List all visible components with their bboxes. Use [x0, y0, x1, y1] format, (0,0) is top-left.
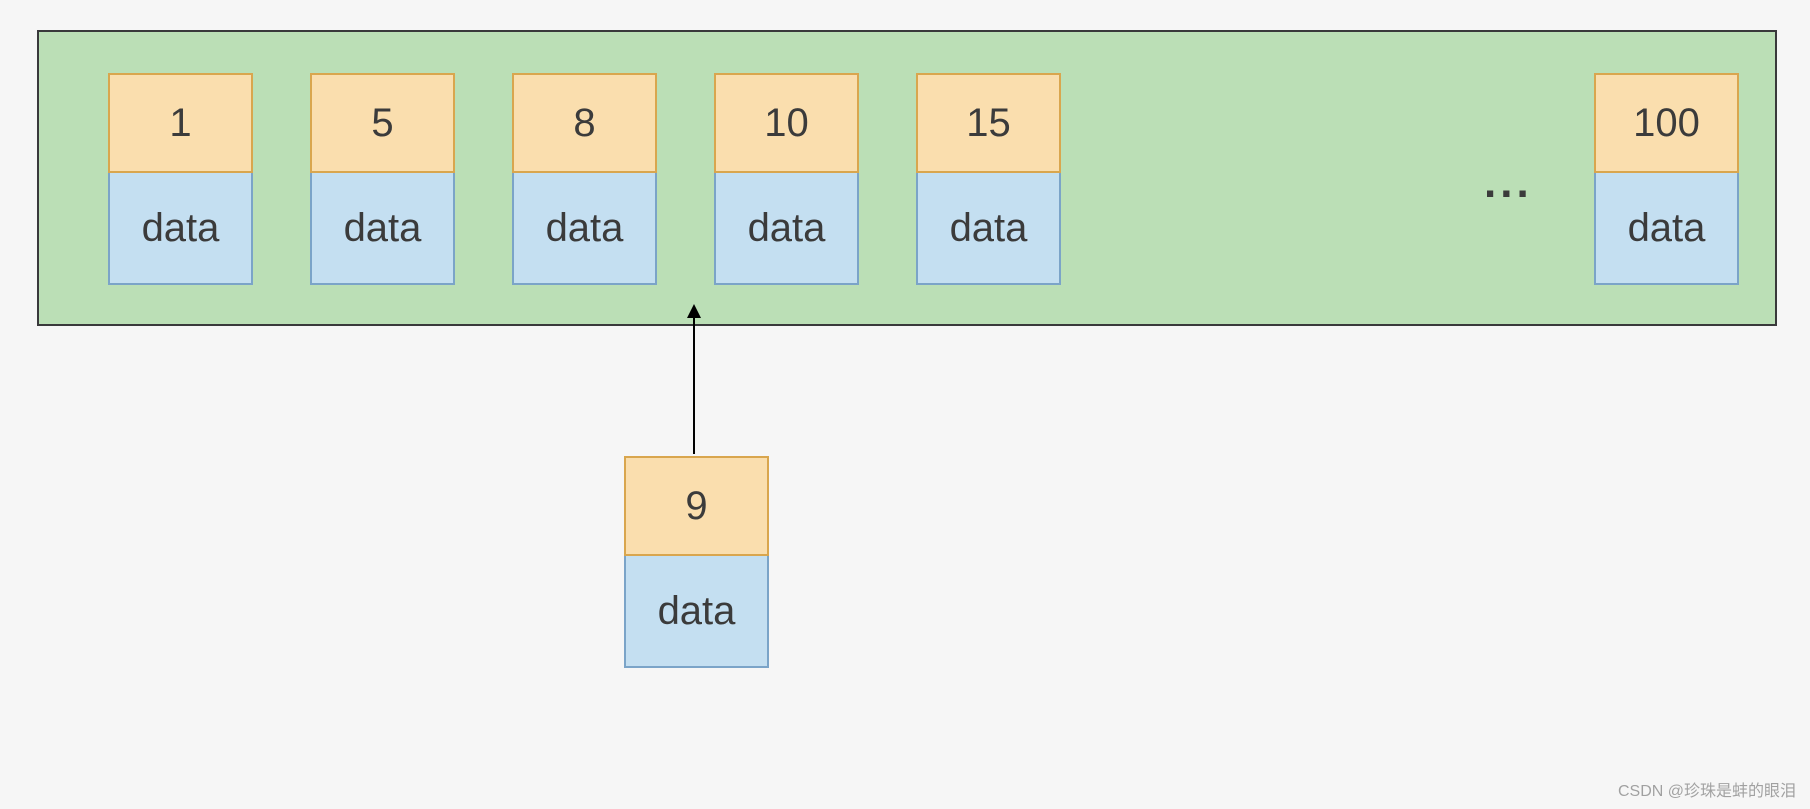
array-node-1-data: data	[310, 173, 455, 285]
array-node-4-key: 15	[916, 73, 1061, 173]
array-node-5-data: data	[1594, 173, 1739, 285]
array-node-0: 1data	[108, 73, 253, 285]
array-node-0-data: data	[108, 173, 253, 285]
array-node-1: 5data	[310, 73, 455, 285]
array-node-3: 10data	[714, 73, 859, 285]
array-node-4-data: data	[916, 173, 1061, 285]
insert-arrow-head	[687, 304, 701, 318]
array-node-1-key: 5	[310, 73, 455, 173]
insert-node: 9data	[624, 456, 769, 668]
watermark: CSDN @珍珠是蚌的眼泪	[1618, 777, 1796, 801]
array-node-0-key: 1	[108, 73, 253, 173]
insert-arrow-line	[693, 316, 695, 454]
array-node-2-key: 8	[512, 73, 657, 173]
array-node-4: 15data	[916, 73, 1061, 285]
array-node-2-data: data	[512, 173, 657, 285]
array-node-3-key: 10	[714, 73, 859, 173]
ellipsis: ...	[1484, 158, 1533, 208]
array-node-5: 100data	[1594, 73, 1739, 285]
insert-node-data: data	[624, 556, 769, 668]
insert-node-key: 9	[624, 456, 769, 556]
array-node-5-key: 100	[1594, 73, 1739, 173]
array-node-3-data: data	[714, 173, 859, 285]
array-node-2: 8data	[512, 73, 657, 285]
